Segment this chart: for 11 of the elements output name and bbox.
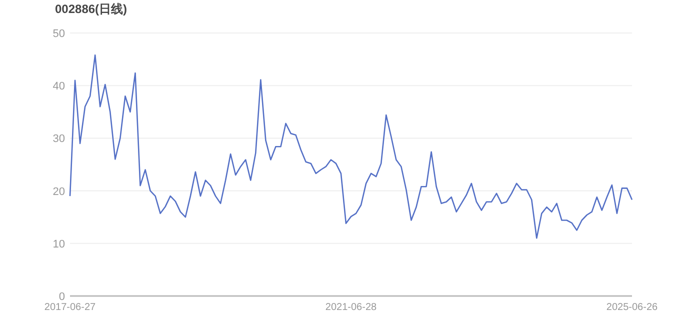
y-tick-label: 50 [52,28,65,40]
y-tick-label: 40 [52,80,65,93]
x-tick-label: 2025-06-26 [606,302,658,313]
chart-title: 002886(日线) [55,2,128,16]
x-tick-label: 2021-06-28 [325,302,378,313]
line-series [69,54,633,239]
y-tick-label: 0 [58,291,65,303]
x-tick-label: 2017-06-27 [44,302,96,313]
y-tick-label: 30 [52,133,65,146]
y-tick-label: 10 [52,238,65,250]
y-tick-label: 20 [52,186,65,198]
